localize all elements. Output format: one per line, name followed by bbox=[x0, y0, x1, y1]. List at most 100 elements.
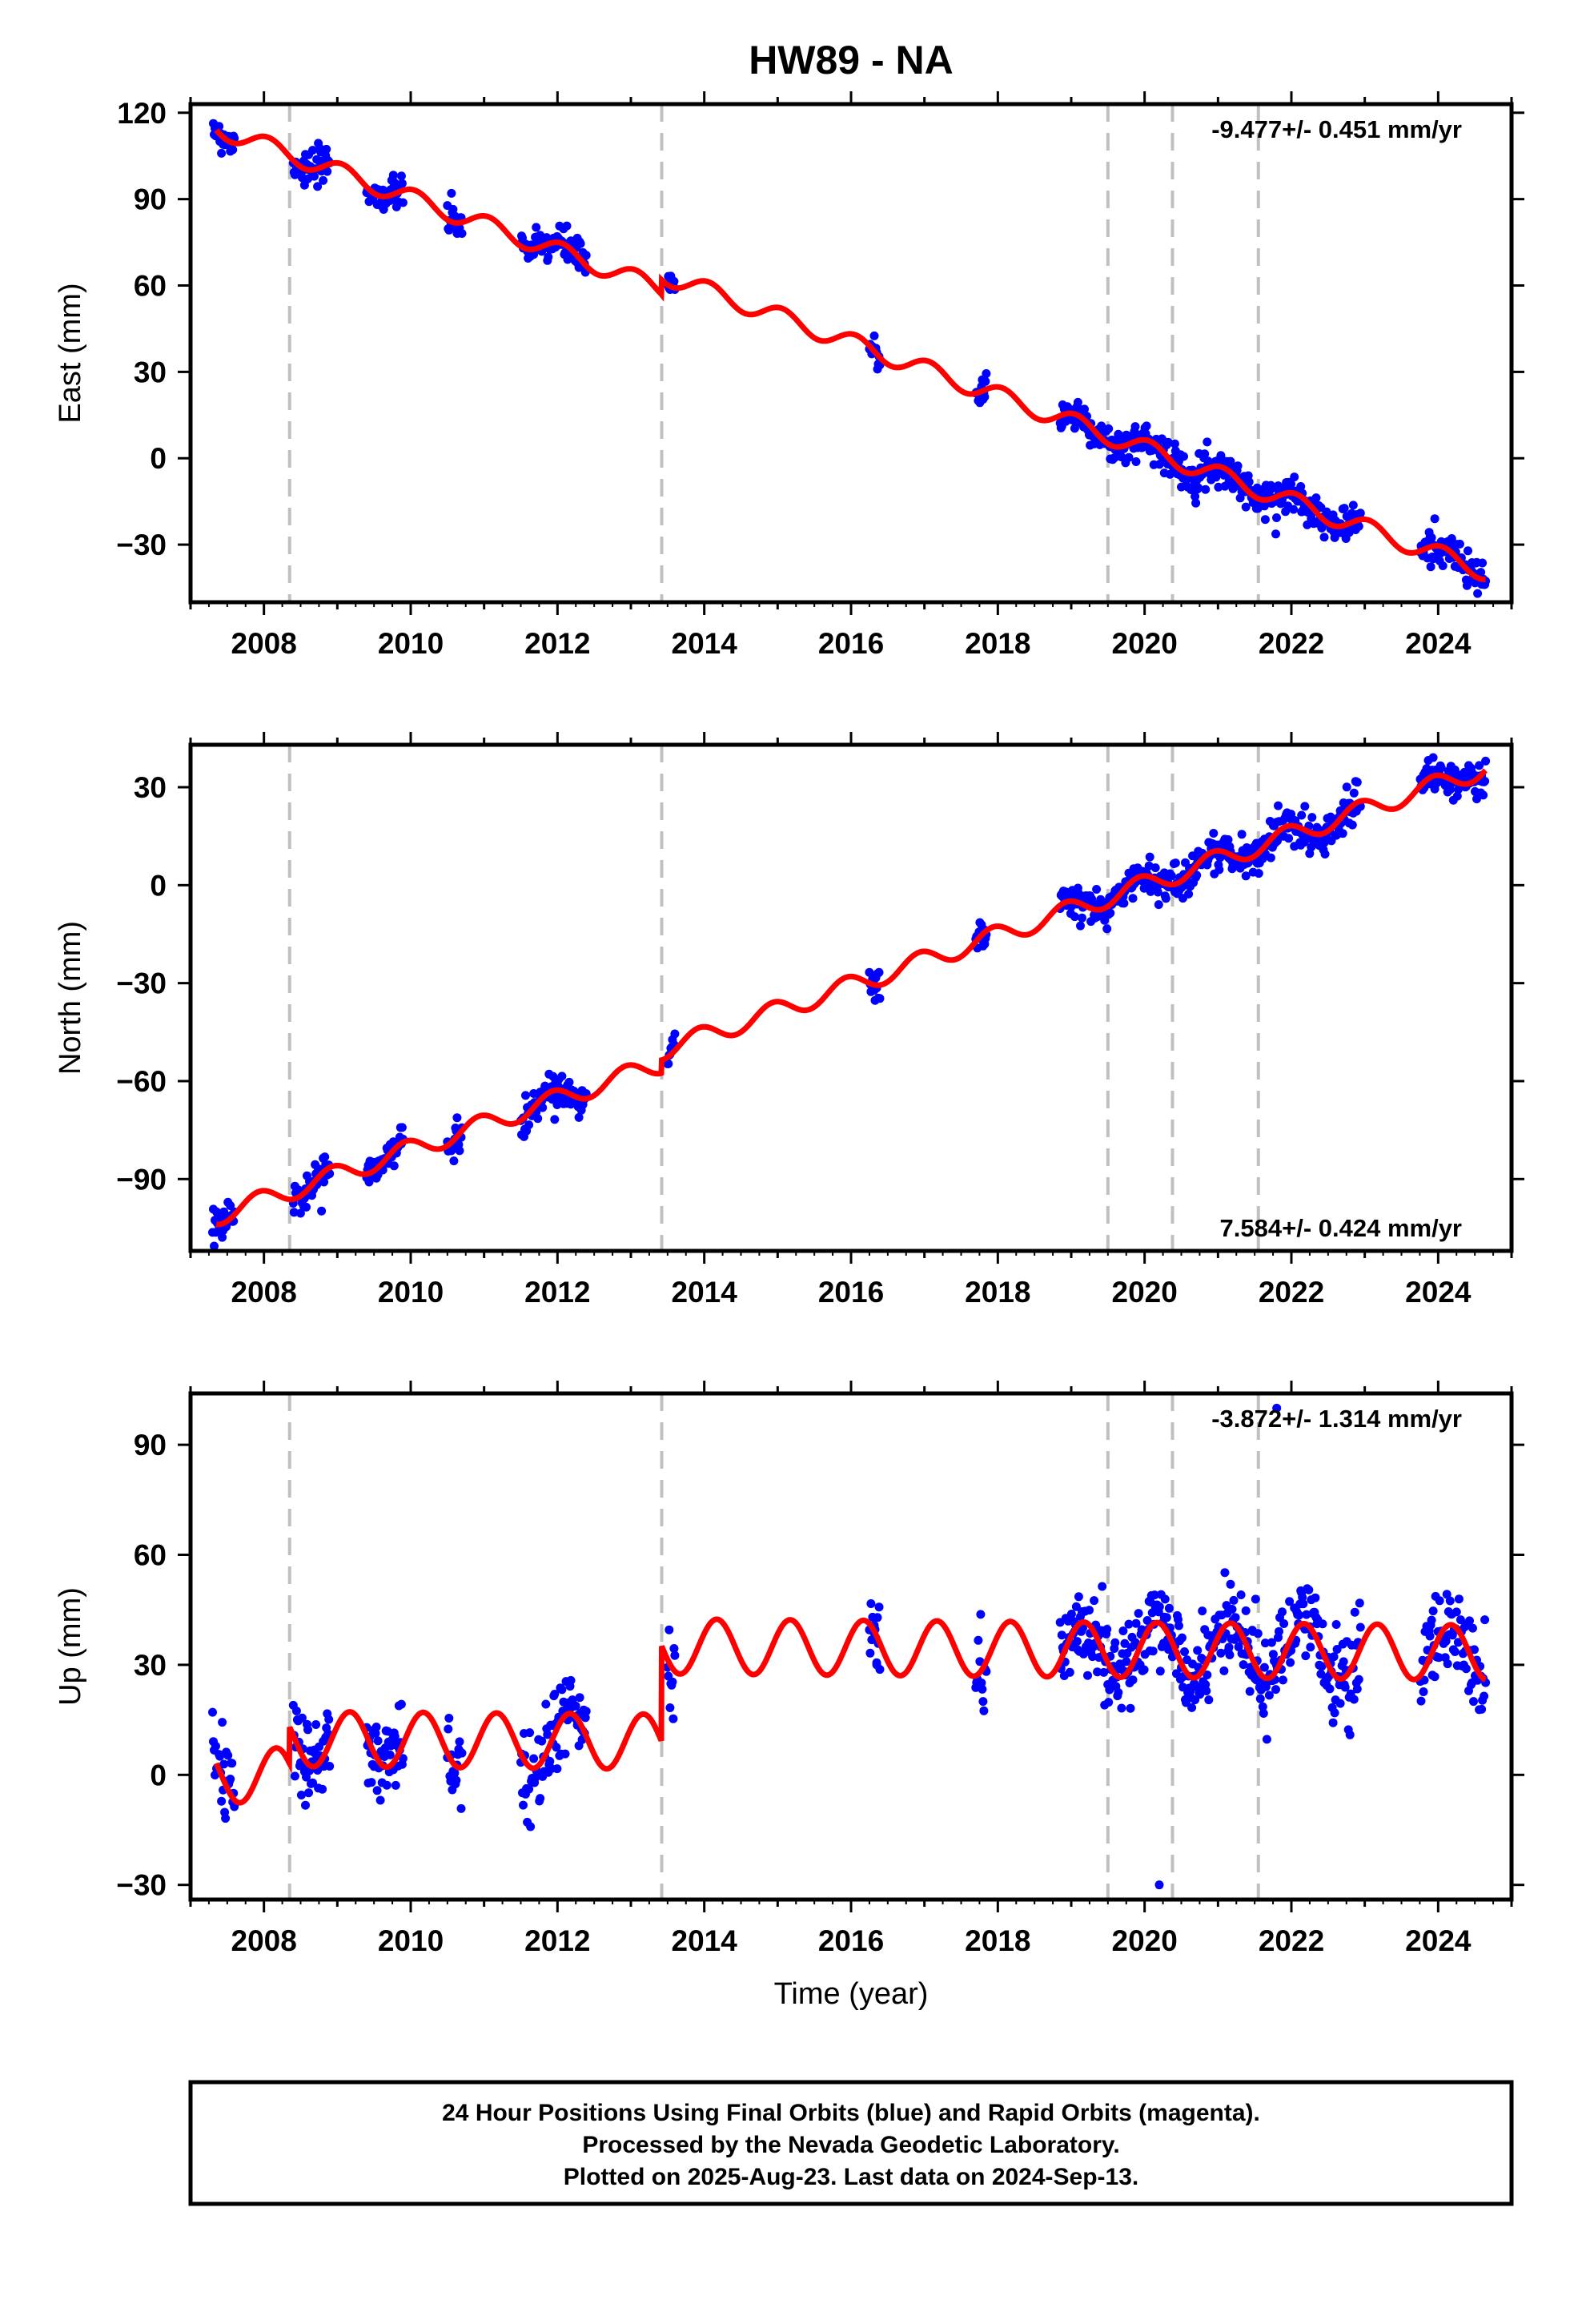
data-point bbox=[1287, 480, 1296, 489]
data-point bbox=[1435, 1596, 1444, 1606]
x-tick-label: 2022 bbox=[1259, 1276, 1324, 1309]
data-point bbox=[560, 1749, 570, 1759]
data-point bbox=[544, 252, 553, 262]
x-tick-label: 2010 bbox=[378, 1276, 444, 1309]
data-point bbox=[398, 198, 408, 207]
data-point bbox=[1229, 1595, 1239, 1605]
data-point bbox=[1289, 505, 1299, 514]
data-point bbox=[304, 1788, 313, 1798]
data-point bbox=[373, 1736, 383, 1746]
data-point bbox=[1193, 1646, 1203, 1655]
data-point bbox=[1427, 533, 1436, 542]
data-point bbox=[1106, 908, 1115, 918]
data-point bbox=[1267, 1638, 1276, 1647]
data-point bbox=[1098, 1582, 1107, 1591]
data-point bbox=[1478, 558, 1488, 568]
north-panel: 2008 2010 2012 2014 2016 2018 2020 2022 2024 30 0 −… bbox=[54, 732, 1524, 1309]
data-point bbox=[1255, 1694, 1265, 1703]
footer-box: 24 Hour Positions Using Final Orbits (bl… bbox=[188, 2080, 1514, 2206]
data-point bbox=[217, 1796, 227, 1806]
x-tick-label: 2016 bbox=[818, 1276, 884, 1309]
data-point bbox=[1236, 1590, 1246, 1599]
data-point bbox=[1124, 452, 1134, 462]
data-point bbox=[1154, 900, 1163, 910]
data-point bbox=[664, 1059, 673, 1068]
data-point bbox=[552, 1764, 562, 1774]
data-point bbox=[1320, 850, 1330, 858]
east-panel: 2008 2010 2012 2014 2016 2018 2020 2022 2024 120 9… bbox=[54, 91, 1524, 660]
data-point bbox=[1148, 1647, 1158, 1656]
data-point bbox=[208, 1707, 217, 1717]
x-tick-label: 2010 bbox=[378, 1924, 444, 1957]
data-point bbox=[1436, 763, 1446, 773]
data-point bbox=[322, 144, 331, 154]
data-point bbox=[1275, 1626, 1283, 1636]
data-point bbox=[1162, 1613, 1171, 1622]
data-point bbox=[1241, 502, 1251, 512]
data-point bbox=[580, 1713, 590, 1723]
data-point bbox=[1090, 1596, 1099, 1606]
footer-line-1: 24 Hour Positions Using Final Orbits (bl… bbox=[442, 2100, 1260, 2126]
data-point bbox=[1473, 589, 1483, 598]
data-point bbox=[1220, 1568, 1230, 1578]
data-point bbox=[1475, 761, 1484, 770]
data-point bbox=[1164, 1603, 1174, 1613]
data-point bbox=[1355, 509, 1365, 518]
data-point bbox=[1480, 1615, 1490, 1625]
data-point bbox=[1131, 457, 1141, 466]
data-point bbox=[977, 1678, 986, 1687]
data-point bbox=[1201, 485, 1211, 494]
y-tick-label: −30 bbox=[116, 967, 167, 1000]
data-point bbox=[1260, 1638, 1270, 1648]
x-tick-label: 2024 bbox=[1405, 1276, 1472, 1309]
data-point bbox=[1330, 1708, 1339, 1718]
data-point bbox=[571, 1701, 580, 1711]
data-point bbox=[1154, 1880, 1164, 1890]
x-tick-label: 2018 bbox=[965, 1924, 1030, 1957]
data-point bbox=[1298, 1593, 1307, 1602]
data-point bbox=[550, 1690, 560, 1699]
data-point bbox=[669, 1714, 678, 1723]
data-point bbox=[1099, 1667, 1109, 1677]
data-point bbox=[1245, 1687, 1255, 1696]
data-point bbox=[1340, 1683, 1350, 1692]
data-point bbox=[1480, 1691, 1489, 1701]
data-point bbox=[1316, 1669, 1326, 1679]
data-point bbox=[210, 1241, 219, 1251]
data-point bbox=[668, 1677, 677, 1687]
data-point bbox=[1271, 529, 1280, 539]
data-point bbox=[1290, 472, 1299, 482]
data-point bbox=[1479, 790, 1488, 800]
data-point bbox=[1307, 813, 1317, 822]
data-point bbox=[318, 1784, 327, 1794]
data-point bbox=[1465, 1616, 1474, 1626]
data-point bbox=[227, 1759, 237, 1768]
data-point bbox=[1241, 871, 1251, 881]
data-point bbox=[457, 1748, 467, 1758]
data-point bbox=[389, 1161, 399, 1171]
data-point bbox=[1180, 1647, 1189, 1656]
y-tick-label: 0 bbox=[150, 869, 167, 902]
data-point bbox=[1191, 492, 1200, 501]
data-point bbox=[371, 1723, 381, 1731]
data-point bbox=[456, 1803, 466, 1813]
data-point bbox=[1203, 1671, 1212, 1679]
data-point bbox=[1251, 1594, 1260, 1604]
data-point bbox=[1452, 1607, 1461, 1617]
data-point bbox=[1102, 1625, 1112, 1634]
data-point bbox=[1209, 829, 1219, 838]
data-point bbox=[1155, 1667, 1165, 1676]
data-point bbox=[211, 1228, 220, 1237]
data-point bbox=[1179, 452, 1188, 461]
data-point bbox=[1131, 1618, 1141, 1628]
x-tick-label: 2008 bbox=[231, 1276, 297, 1309]
data-point bbox=[576, 239, 585, 248]
data-point bbox=[1438, 561, 1447, 570]
data-point bbox=[398, 1754, 408, 1763]
data-point bbox=[1469, 1697, 1478, 1707]
x-tick-label: 2024 bbox=[1405, 1924, 1472, 1957]
y-tick-label: −60 bbox=[116, 1065, 167, 1098]
data-point bbox=[1296, 482, 1306, 491]
data-point bbox=[536, 1794, 545, 1803]
velocity-label: 7.584+/- 0.424 mm/yr bbox=[1220, 1214, 1462, 1242]
